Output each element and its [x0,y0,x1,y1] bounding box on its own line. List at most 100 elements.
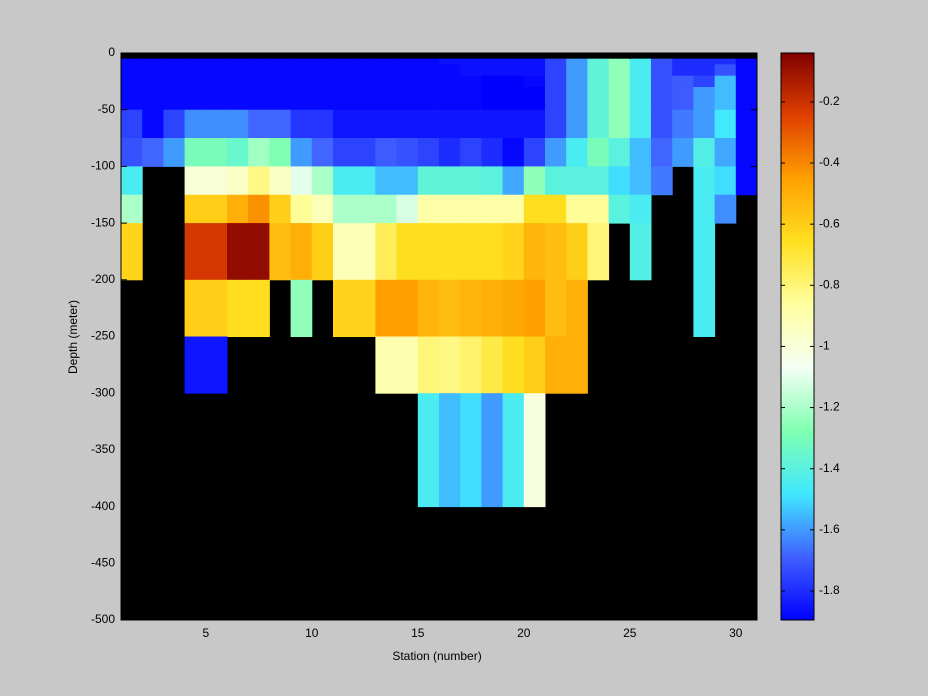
heatmap-cell [693,64,716,77]
heatmap-cell [439,194,461,224]
heatmap-cell [523,109,546,139]
y-tick-label: -350 [91,442,115,456]
x-tick-label: 10 [305,626,319,640]
heatmap-cell [121,58,143,65]
x-tick-label: 15 [411,626,425,640]
heatmap-cell [354,166,376,196]
heatmap-cell [290,75,313,88]
heatmap-cell [375,75,398,88]
heatmap-cell [396,166,419,196]
heatmap-cell [566,87,588,111]
heatmap-cell [651,58,673,65]
heatmap-cell [629,109,652,139]
heatmap-cell [417,279,440,337]
heatmap-cell [608,64,631,77]
heatmap-cell [545,336,567,394]
y-tick-label: -250 [91,329,115,343]
heatmap-cell [693,166,716,196]
heatmap-cell [311,58,334,65]
heatmap-cell [333,166,355,196]
heatmap-cell [672,138,694,167]
heatmap-cell [163,109,186,139]
heatmap-cell [205,279,228,337]
heatmap-cell [269,87,292,111]
heatmap-cell [545,64,567,77]
heatmap-cell [205,166,228,196]
colorbar-tick-label: -0.6 [819,216,840,230]
heatmap-cell [587,58,610,65]
heatmap-cell [121,194,143,224]
heatmap-cell [163,138,186,167]
heatmap-cell [481,279,504,337]
heatmap-cell [417,109,440,139]
y-tick-label: -150 [91,215,115,229]
colorbar-tick-label: -1.2 [819,400,840,414]
heatmap-cell [333,223,355,281]
heatmap-cell [735,64,758,77]
heatmap-cell [545,166,567,196]
heatmap-cell [714,166,737,196]
heatmap-cell [566,58,588,65]
heatmap-cell [375,223,398,281]
heatmap-cell [248,87,270,111]
heatmap-cell [502,223,525,281]
heatmap-cell [735,58,758,65]
heatmap-cell [269,194,292,224]
heatmap-cell [184,166,207,196]
colorbar-tick-label: -0.4 [819,155,840,169]
heatmap-cell [163,87,186,111]
heatmap-cell [396,223,419,281]
heatmap-cell [248,64,270,77]
heatmap-cell [481,75,504,88]
heatmap-cell [290,194,313,224]
heatmap-cell [269,58,292,65]
colorbar-tick-label: -1.4 [819,461,840,475]
heatmap-cell [672,75,694,88]
heatmap-cell [608,109,631,139]
heatmap-cell [121,223,143,281]
heatmap-cell [354,138,376,167]
heatmap-cell [248,58,270,65]
heatmap-cell [227,138,249,167]
heatmap-cell [290,223,313,281]
heatmap-cell [693,223,716,281]
heatmap-cell [439,109,461,139]
y-axis-label: Depth (meter) [66,300,80,374]
heatmap-cell [184,336,207,394]
heatmap-cell [545,223,567,281]
heatmap-cell [121,166,143,196]
heatmap-cell [227,223,249,281]
heatmap-cell [545,75,567,88]
heatmap-cell [545,194,567,224]
heatmap-cell [417,223,440,281]
heatmap-cell [502,138,525,167]
heatmap-cell [184,75,207,88]
heatmap-cell [672,109,694,139]
heatmap-cell [396,87,419,111]
heatmap-cell [396,64,419,77]
heatmap-cell [227,109,249,139]
heatmap-cell [481,109,504,139]
heatmap-cell [523,64,546,77]
colorbar [780,52,815,621]
heatmap-cell [460,223,482,281]
heatmap-cell [269,75,292,88]
heatmap-cell [735,138,758,167]
heatmap-cell [481,58,504,65]
heatmap-cell [587,194,610,224]
x-tick-label: 20 [517,626,531,640]
heatmap-cell [269,166,292,196]
heatmap-cell [227,279,249,337]
heatmap-cell [333,138,355,167]
heatmap-cell [248,194,270,224]
heatmap-cell [523,58,546,65]
heatmap-cell [566,109,588,139]
heatmap-cell [248,223,270,281]
heatmap-cell [333,58,355,65]
heatmap-cell [375,109,398,139]
heatmap-cell [545,138,567,167]
heatmap-cell [205,336,228,394]
heatmap-cell [184,223,207,281]
heatmap-cell [248,279,270,337]
